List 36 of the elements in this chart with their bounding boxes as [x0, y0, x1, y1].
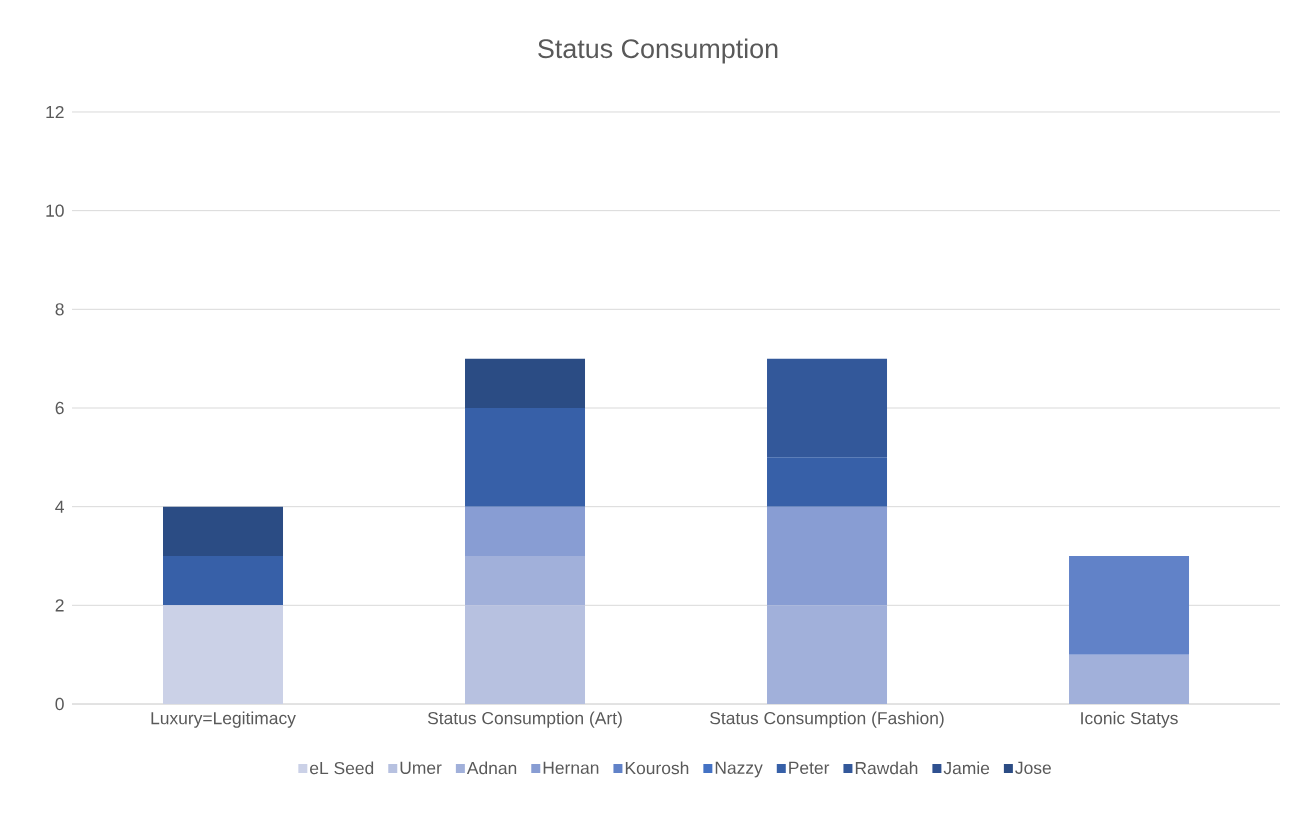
bar [465, 506, 586, 556]
y-tick-label: 6 [55, 401, 64, 415]
bar [163, 506, 284, 556]
y-tick-label: 2 [55, 599, 64, 612]
bar [465, 358, 586, 408]
bar [465, 605, 586, 704]
legend-label: Adnan [466, 761, 517, 775]
legend-label: Jamie [943, 761, 990, 775]
bar [465, 407, 586, 507]
bar [163, 605, 284, 704]
legend-label: Peter [789, 761, 830, 774]
bar [767, 506, 888, 606]
legend-label: Umer [400, 761, 442, 774]
legend-label: Rawdah [855, 761, 918, 775]
x-tick-label: Iconic Statys [1081, 711, 1178, 728]
y-tick-label: 12 [46, 105, 64, 119]
legend-label: Hernan [543, 761, 599, 774]
bar [465, 556, 586, 606]
legend-label: Jose [1015, 761, 1051, 774]
y-tick-label: 4 [55, 500, 64, 513]
x-tick-label: Status Consumption (Art) [427, 711, 622, 728]
x-tick-label: Luxury=Legitimacy [151, 711, 296, 728]
bar [1069, 556, 1190, 655]
bar [767, 358, 888, 458]
bar [767, 457, 888, 507]
bar [1069, 654, 1190, 704]
y-tick-label: 10 [46, 204, 64, 217]
bar [163, 556, 284, 606]
x-tick-label: Status Consumption (Fashion) [710, 711, 944, 728]
chart-title: Status Consumption [538, 38, 778, 64]
y-tick-label: 8 [55, 303, 64, 316]
bar [767, 605, 888, 704]
y-tick-label: 0 [55, 697, 64, 711]
legend-label: Kourosh [625, 761, 689, 775]
legend-label: Nazzy [715, 761, 763, 778]
legend-label: eL Seed [310, 761, 374, 775]
